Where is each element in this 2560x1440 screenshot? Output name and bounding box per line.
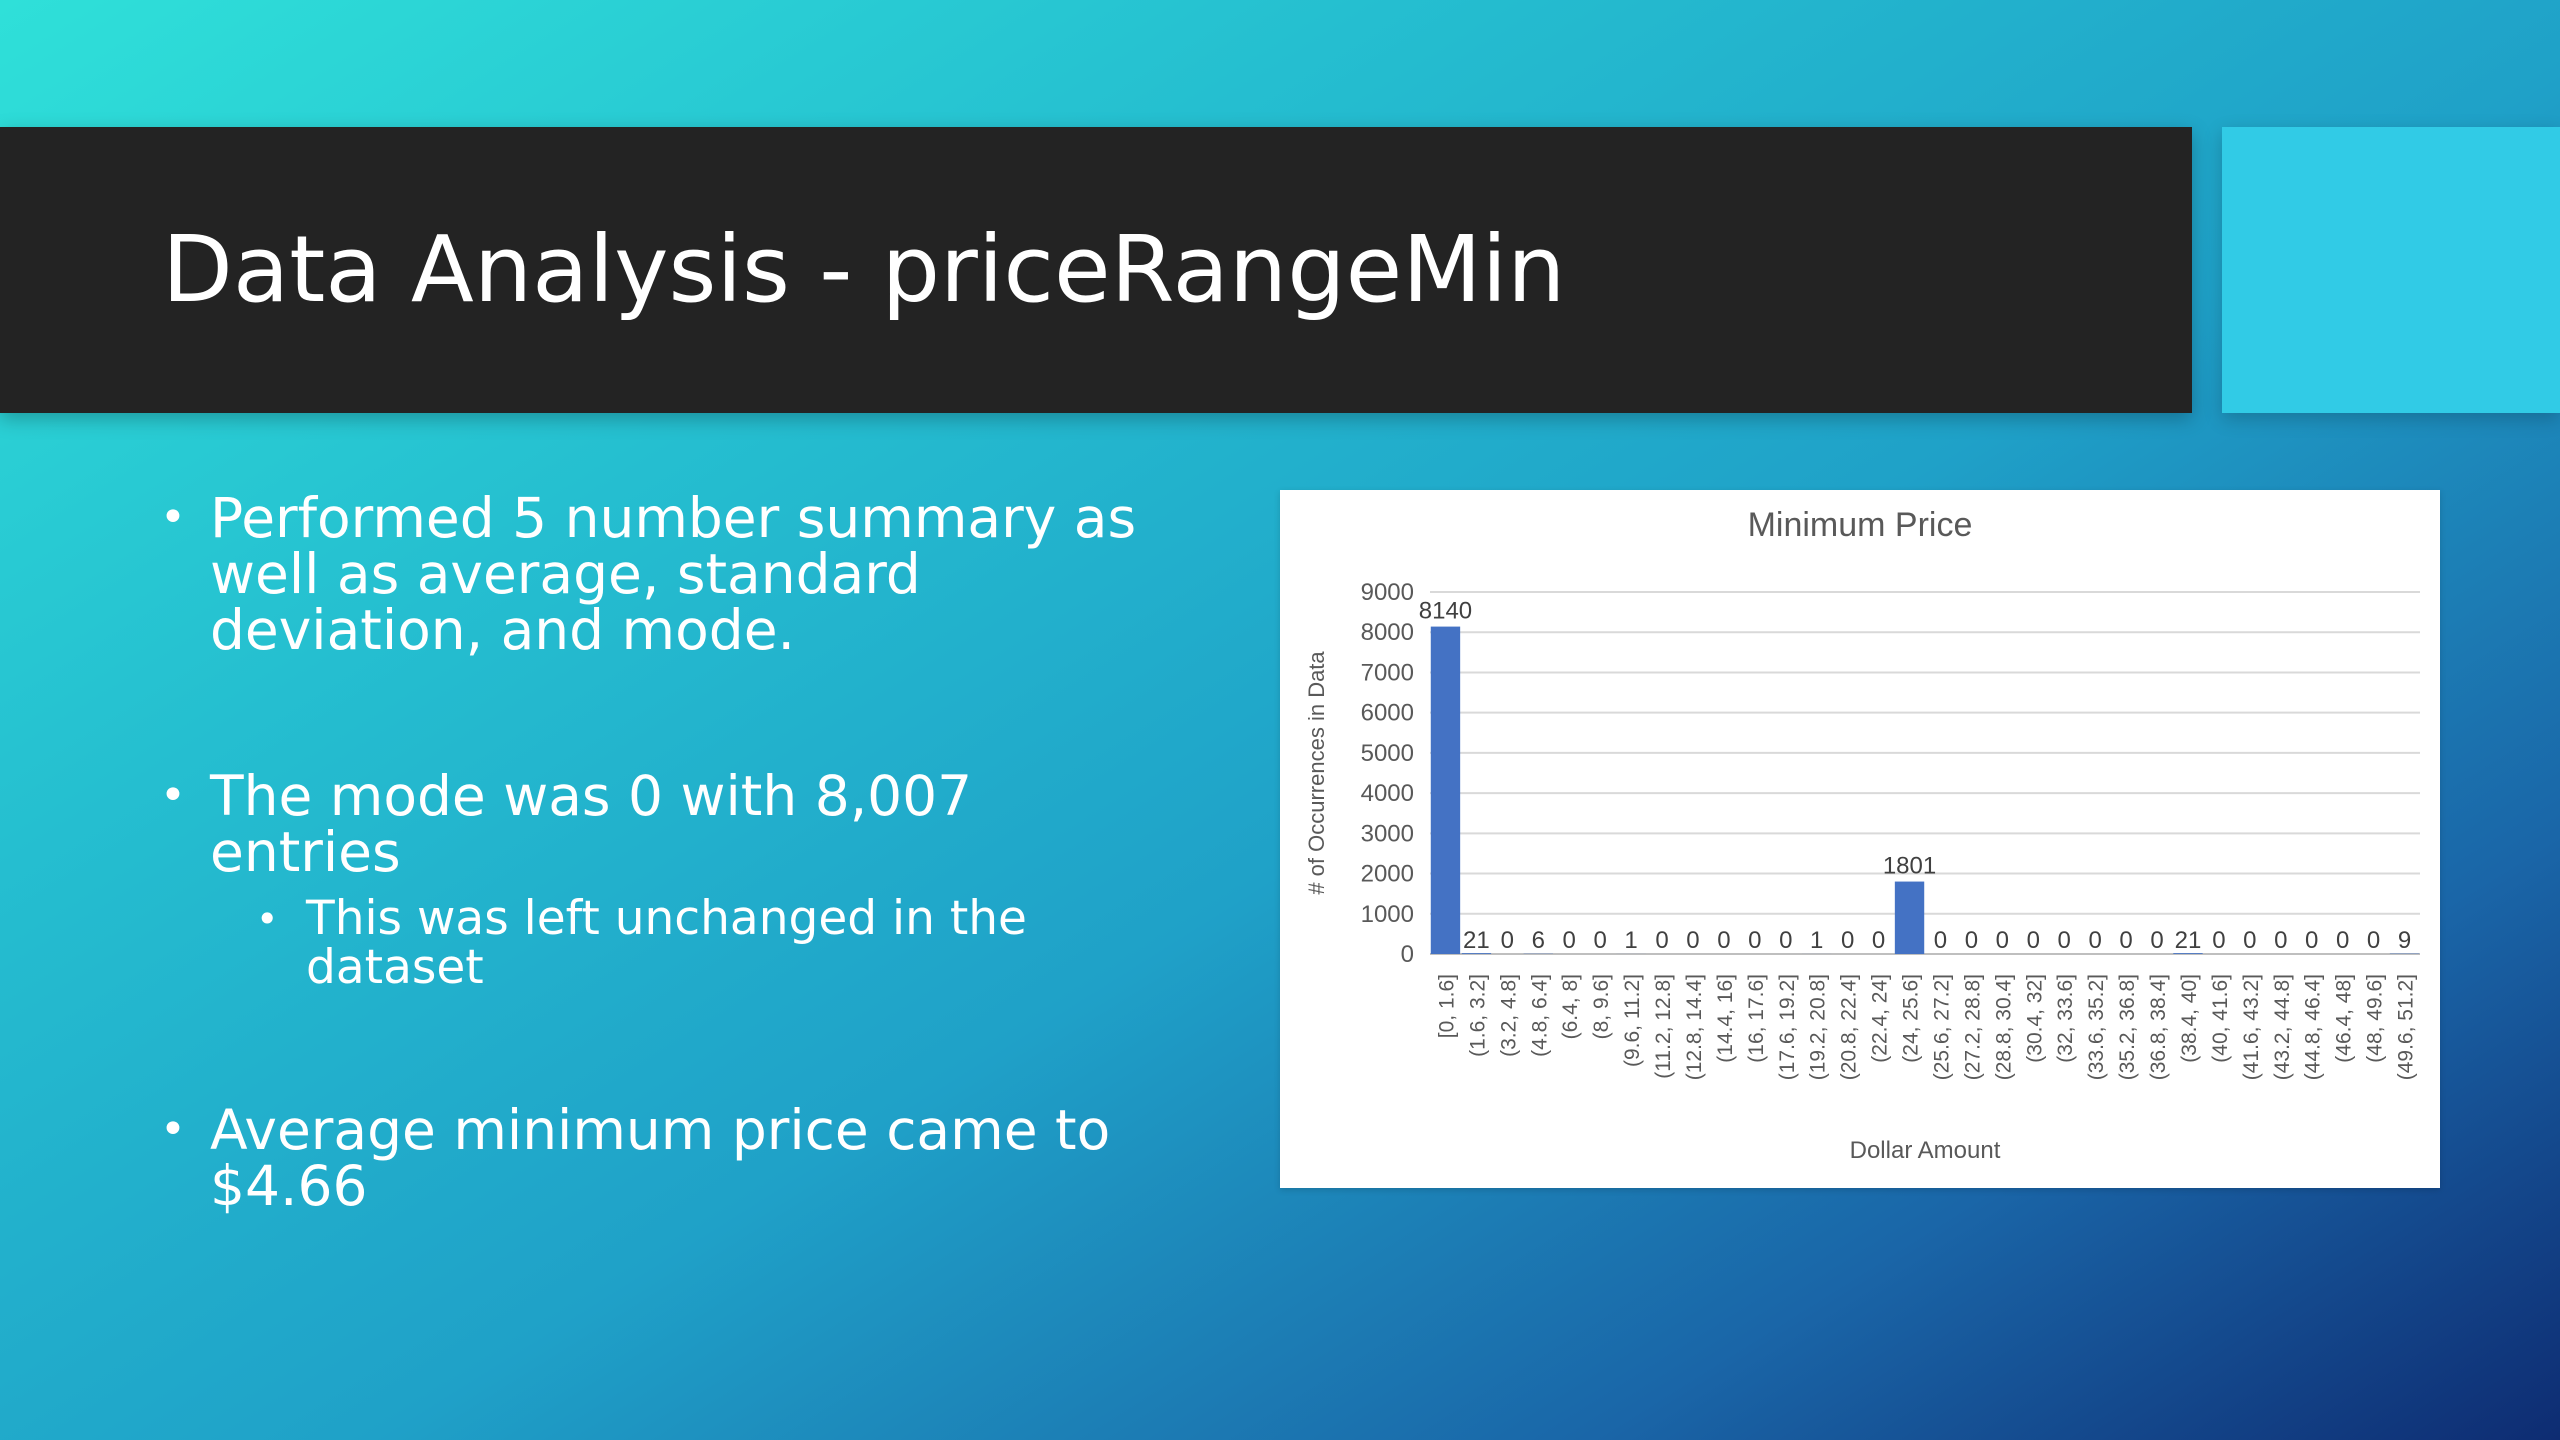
- data-label: 0: [1593, 927, 1606, 954]
- bar: [1461, 953, 1492, 954]
- y-axis-label: # of Occurrences in Data: [1304, 651, 1329, 895]
- data-label: 0: [1996, 927, 2009, 954]
- data-label: 0: [1934, 927, 1947, 954]
- x-tick-label: [0, 1.6]: [1435, 974, 1458, 1038]
- data-label: 0: [2274, 927, 2287, 954]
- y-tick-label: 9000: [1361, 579, 1414, 606]
- x-tick-label: (14.4, 16]: [1714, 974, 1737, 1063]
- accent-block: [2222, 127, 2560, 413]
- data-label: 1: [1810, 927, 1823, 954]
- x-tick-label: (43.2, 44.8]: [2271, 974, 2294, 1080]
- y-tick-label: 3000: [1361, 820, 1414, 847]
- data-label: 0: [1563, 927, 1576, 954]
- x-tick-label: (33.6, 35.2]: [2085, 974, 2108, 1080]
- y-tick-label: 7000: [1361, 659, 1414, 686]
- x-tick-label: (40, 41.6]: [2209, 974, 2232, 1063]
- data-label: 0: [2058, 927, 2071, 954]
- y-tick-label: 8000: [1361, 619, 1414, 646]
- bullet-item: • The mode was 0 with 8,007 entries: [160, 768, 1160, 880]
- x-tick-label: (49.6, 51.2]: [2395, 974, 2418, 1080]
- x-tick-label: (1.6, 3.2]: [1466, 974, 1489, 1057]
- x-tick-label: (28.8, 30.4]: [1992, 974, 2015, 1080]
- data-label: 0: [2027, 927, 2040, 954]
- data-label: 0: [2088, 927, 2101, 954]
- data-label: 0: [2150, 927, 2163, 954]
- bullet-text: Average minimum price came to $4.66: [210, 1098, 1111, 1218]
- data-label: 0: [1655, 927, 1668, 954]
- histogram-chart: Minimum Price010002000300040005000600070…: [1304, 506, 2420, 1164]
- bullet-item: • Performed 5 number summary as well as …: [160, 490, 1160, 658]
- slide-title: Data Analysis - priceRangeMin: [162, 216, 1566, 323]
- y-tick-label: 2000: [1361, 861, 1414, 888]
- sub-bullet-item: • This was left unchanged in the dataset: [160, 894, 1160, 992]
- data-label: 8140: [1419, 598, 1472, 625]
- x-tick-label: (22.4, 24]: [1869, 974, 1892, 1063]
- data-label: 0: [2119, 927, 2132, 954]
- bar: [2173, 953, 2203, 954]
- y-tick-label: 6000: [1361, 700, 1414, 727]
- x-axis-label: Dollar Amount: [1850, 1137, 2001, 1164]
- x-tick-label: (11.2, 12.8]: [1652, 974, 1675, 1079]
- bullet-text: Performed 5 number summary as well as av…: [210, 486, 1137, 662]
- data-label: 0: [1841, 927, 1854, 954]
- data-label: 0: [2305, 927, 2318, 954]
- bar: [1894, 881, 1925, 954]
- x-tick-label: (9.6, 11.2]: [1621, 974, 1644, 1067]
- x-tick-label: (46.4, 48]: [2333, 974, 2356, 1063]
- chart-container: Minimum Price 0 1000 2000 3000 4000 5000 6000 70…: [1280, 490, 2440, 1188]
- x-tick-label: (17.6, 19.2]: [1776, 974, 1799, 1080]
- data-label: 0: [1872, 927, 1885, 954]
- bullet-item: • Average minimum price came to $4.66: [160, 1102, 1160, 1214]
- title-bar: Data Analysis - priceRangeMin: [0, 127, 2192, 413]
- data-label: 21: [2175, 927, 2202, 954]
- x-tick-label: (48, 49.6]: [2364, 974, 2387, 1063]
- data-label: 0: [1779, 927, 1792, 954]
- bullet-dot: •: [160, 1104, 186, 1155]
- data-label: 0: [2367, 927, 2380, 954]
- bullet-dot: •: [160, 492, 186, 543]
- data-label: 0: [2243, 927, 2256, 954]
- data-label: 1: [1624, 927, 1637, 954]
- chart-title: Minimum Price: [1748, 506, 1973, 544]
- data-label: 0: [2212, 927, 2225, 954]
- data-label: 0: [2336, 927, 2349, 954]
- x-tick-label: (3.2, 4.8]: [1497, 974, 1520, 1057]
- data-label: 1801: [1883, 853, 1936, 880]
- data-label: 0: [1717, 927, 1730, 954]
- x-tick-label: (35.2, 36.8]: [2116, 974, 2139, 1080]
- x-tick-label: (27.2, 28.8]: [1961, 974, 1984, 1080]
- x-tick-label: (16, 17.6]: [1745, 974, 1768, 1063]
- x-tick-label: (25.6, 27.2]: [1930, 974, 1953, 1080]
- bullet-text: The mode was 0 with 8,007 entries: [210, 764, 973, 884]
- y-tick-label: 5000: [1361, 740, 1414, 767]
- x-tick-label: (32, 33.6]: [2054, 974, 2077, 1063]
- sub-bullet-text: This was left unchanged in the dataset: [306, 891, 1027, 995]
- y-tick-label: 0: [1401, 941, 1414, 968]
- data-label: 0: [1501, 927, 1514, 954]
- data-label: 0: [1686, 927, 1699, 954]
- data-label: 21: [1463, 927, 1490, 954]
- data-label: 0: [1748, 927, 1761, 954]
- x-tick-label: (20.8, 22.4]: [1838, 974, 1861, 1080]
- bullet-dot: •: [160, 770, 186, 821]
- x-tick-label: (12.8, 14.4]: [1683, 974, 1706, 1080]
- x-tick-label: (44.8, 46.4]: [2302, 974, 2325, 1080]
- x-tick-label: (36.8, 38.4]: [2147, 974, 2170, 1080]
- bullet-dot: •: [256, 897, 279, 941]
- x-tick-label: (8, 9.6]: [1590, 974, 1613, 1039]
- y-tick-label: 4000: [1361, 780, 1414, 807]
- data-label: 9: [2398, 927, 2411, 954]
- y-tick-label: 1000: [1361, 901, 1414, 928]
- bar: [1430, 626, 1461, 954]
- bullet-list: • Performed 5 number summary as well as …: [160, 490, 1160, 1214]
- x-tick-label: (6.4, 8]: [1559, 974, 1582, 1039]
- x-tick-label: (19.2, 20.8]: [1807, 974, 1830, 1080]
- x-tick-label: (41.6, 43.2]: [2240, 974, 2263, 1080]
- data-label: 6: [1532, 927, 1545, 954]
- x-tick-label: (4.8, 6.4]: [1528, 974, 1551, 1057]
- x-tick-label: (38.4, 40]: [2178, 974, 2201, 1063]
- x-tick-label: (24, 25.6]: [1900, 974, 1923, 1063]
- x-tick-label: (30.4, 32]: [2023, 974, 2046, 1063]
- data-label: 0: [1965, 927, 1978, 954]
